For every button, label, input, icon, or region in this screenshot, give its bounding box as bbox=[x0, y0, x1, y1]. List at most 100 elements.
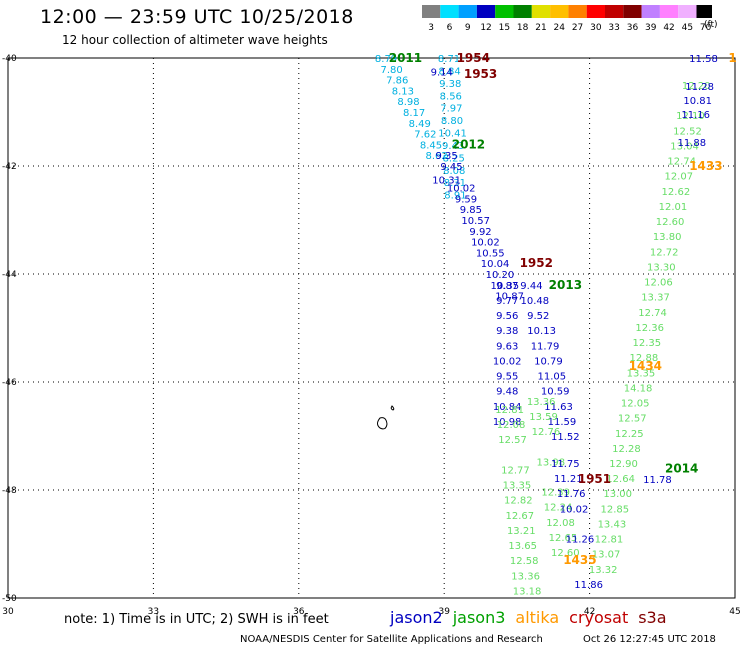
wave-height-value: 13.43 bbox=[598, 519, 627, 530]
lat-tick-label: -42 bbox=[2, 162, 17, 172]
wave-height-value: 12.77 bbox=[501, 465, 530, 476]
wave-height-value: 12.01 bbox=[659, 202, 688, 213]
track-id-label: 1952 bbox=[520, 256, 553, 270]
colorbar-swatch bbox=[495, 5, 514, 18]
satellite-altika: altika bbox=[515, 608, 560, 627]
wave-height-value: 13.98 bbox=[537, 457, 566, 468]
wave-height-value: 11.79 bbox=[531, 341, 560, 352]
wave-height-value: 12.52 bbox=[673, 126, 702, 137]
colorbar-unit: (ft) bbox=[704, 20, 718, 30]
wave-height-value: 12.57 bbox=[498, 435, 527, 446]
wave-height-value: 12.64 bbox=[606, 474, 635, 485]
wave-height-value: 12.67 bbox=[505, 511, 534, 522]
colorbar-swatch bbox=[531, 5, 551, 18]
wave-height-value: 13.00 bbox=[603, 489, 632, 500]
wave-height-value: 8.25 bbox=[443, 153, 465, 164]
wave-height-value: 12.35 bbox=[632, 338, 661, 349]
wave-height-value: 9.38 bbox=[496, 326, 518, 337]
wave-height-value: 13.21 bbox=[507, 526, 536, 537]
wave-height-value: 11.26 bbox=[566, 535, 595, 546]
wave-height-value: 12.07 bbox=[664, 172, 693, 183]
wave-height-value: 10.04 bbox=[481, 259, 510, 270]
wave-height-value: 12.06 bbox=[644, 278, 673, 289]
wave-height-value: 13.80 bbox=[653, 232, 682, 243]
lon-tick-label: 36 bbox=[293, 607, 305, 617]
colorbar-label: 42 bbox=[663, 23, 674, 33]
wave-height-value: 10.20 bbox=[486, 270, 515, 281]
wave-height-value: 10.84 bbox=[493, 402, 522, 413]
satellite-legend: jason2 jason3 altika cryosat s3a bbox=[390, 608, 677, 627]
wave-height-value: 8.80 bbox=[441, 116, 463, 127]
colorbar-swatch bbox=[586, 5, 605, 18]
wave-height-value: 9.56 bbox=[496, 311, 518, 322]
wave-height-value: 13.07 bbox=[592, 550, 621, 561]
wave-height-value: 12.76 bbox=[532, 427, 561, 438]
wave-height-value: 9.48 bbox=[496, 387, 518, 398]
map-frame bbox=[7, 57, 736, 599]
wave-height-value: 12.60 bbox=[551, 548, 580, 559]
lon-tick-label: 42 bbox=[584, 607, 595, 617]
colorbar-label: 70 bbox=[700, 23, 712, 33]
wave-height-value: 11.05 bbox=[537, 372, 566, 383]
lon-tick-label: 30 bbox=[2, 607, 14, 617]
colorbar-swatch bbox=[440, 5, 459, 18]
wave-height-value: 12.72 bbox=[650, 247, 679, 258]
wave-height-value: 11.76 bbox=[557, 489, 586, 500]
wave-height-value: 9.77 bbox=[496, 296, 518, 307]
wave-height-value: 9.59 bbox=[455, 194, 477, 205]
satellite-jason3: jason3 bbox=[452, 608, 506, 627]
wave-height-value: 9.14 bbox=[431, 68, 453, 79]
wave-height-value: 12.85 bbox=[600, 504, 629, 515]
wave-height-value: 12.08 bbox=[497, 420, 526, 431]
wave-height-value: 9.52 bbox=[527, 311, 549, 322]
colorbar-swatch bbox=[513, 5, 532, 18]
colorbar-swatch bbox=[678, 5, 697, 18]
colorbar-label: 9 bbox=[465, 23, 471, 33]
colorbar-label: 45 bbox=[682, 23, 693, 33]
wave-height-value: 7.97 bbox=[440, 104, 462, 115]
wave-height-value: 8.84 bbox=[438, 66, 460, 77]
wave-height-value: 13.30 bbox=[647, 262, 676, 273]
wave-height-value: 12.57 bbox=[618, 414, 647, 425]
lat-tick-label: -44 bbox=[2, 270, 17, 280]
wave-height-value: 12.74 bbox=[667, 157, 696, 168]
track-id-label: 2011 bbox=[389, 51, 422, 65]
wave-height-value: 12.90 bbox=[609, 459, 638, 470]
wave-height-value: 10.87 bbox=[495, 292, 524, 303]
wave-height-value: 13.32 bbox=[589, 565, 618, 576]
colorbar-label: 24 bbox=[554, 23, 566, 33]
wave-height-value: 14.18 bbox=[624, 383, 653, 394]
colorbar-label: 36 bbox=[627, 23, 639, 33]
wave-height-value: 13.36 bbox=[527, 397, 556, 408]
wave-height-value: 11.16 bbox=[681, 110, 710, 121]
track-id-label: 2013 bbox=[549, 278, 582, 292]
page-subtitle: 12 hour collection of altimeter wave hei… bbox=[62, 33, 328, 47]
colorbar-label: 6 bbox=[447, 23, 453, 33]
wave-height-value: 13.35 bbox=[503, 481, 532, 492]
wave-height-value: 11.86 bbox=[574, 580, 603, 591]
wave-height-value: 12.25 bbox=[615, 429, 644, 440]
wave-height-value: 8.31 bbox=[444, 178, 466, 189]
wave-height-value: 10.79 bbox=[534, 356, 563, 367]
colorbar-swatch bbox=[550, 5, 569, 18]
wave-height-value: 9.87 bbox=[496, 281, 518, 292]
colorbar: 3 6 9 12 15 18 21 24 27 30 33 36 39 42 45 70 bbox=[422, 5, 712, 33]
lat-tick-label: -48 bbox=[2, 486, 17, 496]
wave-height-value: 12.82 bbox=[504, 496, 533, 507]
satellite-jason2: jason2 bbox=[390, 608, 443, 627]
wave-height-value: 12.58 bbox=[510, 556, 539, 567]
track-id-label: 1 bbox=[728, 51, 736, 65]
wave-height-value: 12.28 bbox=[612, 444, 641, 455]
wave-height-value: 11.59 bbox=[548, 417, 577, 428]
colorbar-swatch bbox=[605, 5, 624, 18]
wave-height-value: 12.24 bbox=[544, 503, 573, 514]
wave-height-value: 8.49 bbox=[409, 119, 431, 130]
wave-height-value: 9.55 bbox=[496, 372, 518, 383]
wave-height-value: 7.86 bbox=[386, 76, 408, 87]
lon-tick-label: 39 bbox=[438, 607, 450, 617]
wave-height-value: 11.75 bbox=[551, 459, 580, 470]
colorbar-label: 18 bbox=[517, 23, 529, 33]
track-id-label: 1435 bbox=[563, 553, 596, 567]
colorbar-swatch bbox=[458, 5, 477, 18]
